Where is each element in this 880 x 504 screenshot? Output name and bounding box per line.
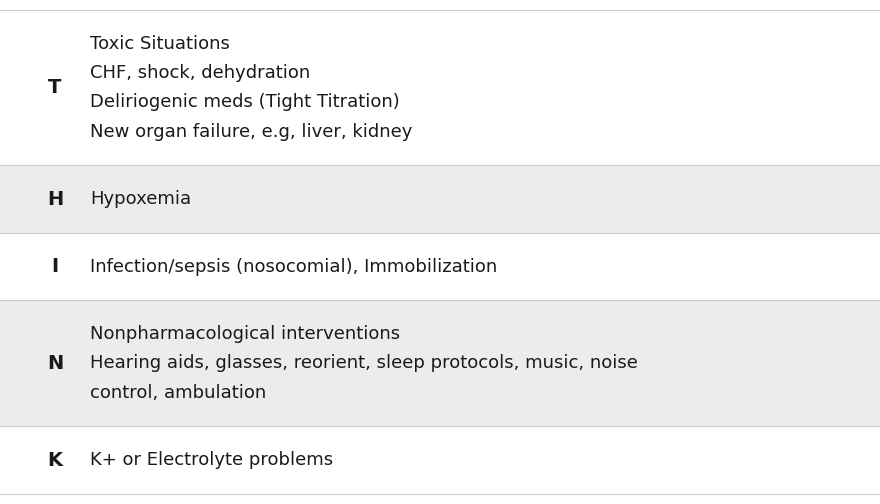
Text: Infection/sepsis (nosocomial), Immobilization: Infection/sepsis (nosocomial), Immobiliz… xyxy=(90,258,497,276)
Text: Deliriogenic meds (Tight Titration): Deliriogenic meds (Tight Titration) xyxy=(90,93,400,111)
Text: Hypoxemia: Hypoxemia xyxy=(90,190,191,208)
Text: H: H xyxy=(47,190,63,209)
Text: control, ambulation: control, ambulation xyxy=(90,384,267,402)
Bar xyxy=(0,10,880,165)
Text: CHF, shock, dehydration: CHF, shock, dehydration xyxy=(90,64,311,82)
Bar xyxy=(0,300,880,426)
Text: T: T xyxy=(48,78,62,97)
Text: K+ or Electrolyte problems: K+ or Electrolyte problems xyxy=(90,451,334,469)
Text: I: I xyxy=(51,257,59,276)
Text: Hearing aids, glasses, reorient, sleep protocols, music, noise: Hearing aids, glasses, reorient, sleep p… xyxy=(90,354,638,372)
Text: K: K xyxy=(48,451,62,470)
Bar xyxy=(0,233,880,300)
Bar xyxy=(0,165,880,233)
Text: Toxic Situations: Toxic Situations xyxy=(90,35,230,53)
Bar xyxy=(0,426,880,494)
Text: New organ failure, e.g, liver, kidney: New organ failure, e.g, liver, kidney xyxy=(90,122,413,141)
Text: Nonpharmacological interventions: Nonpharmacological interventions xyxy=(90,325,400,343)
Text: N: N xyxy=(47,354,63,373)
